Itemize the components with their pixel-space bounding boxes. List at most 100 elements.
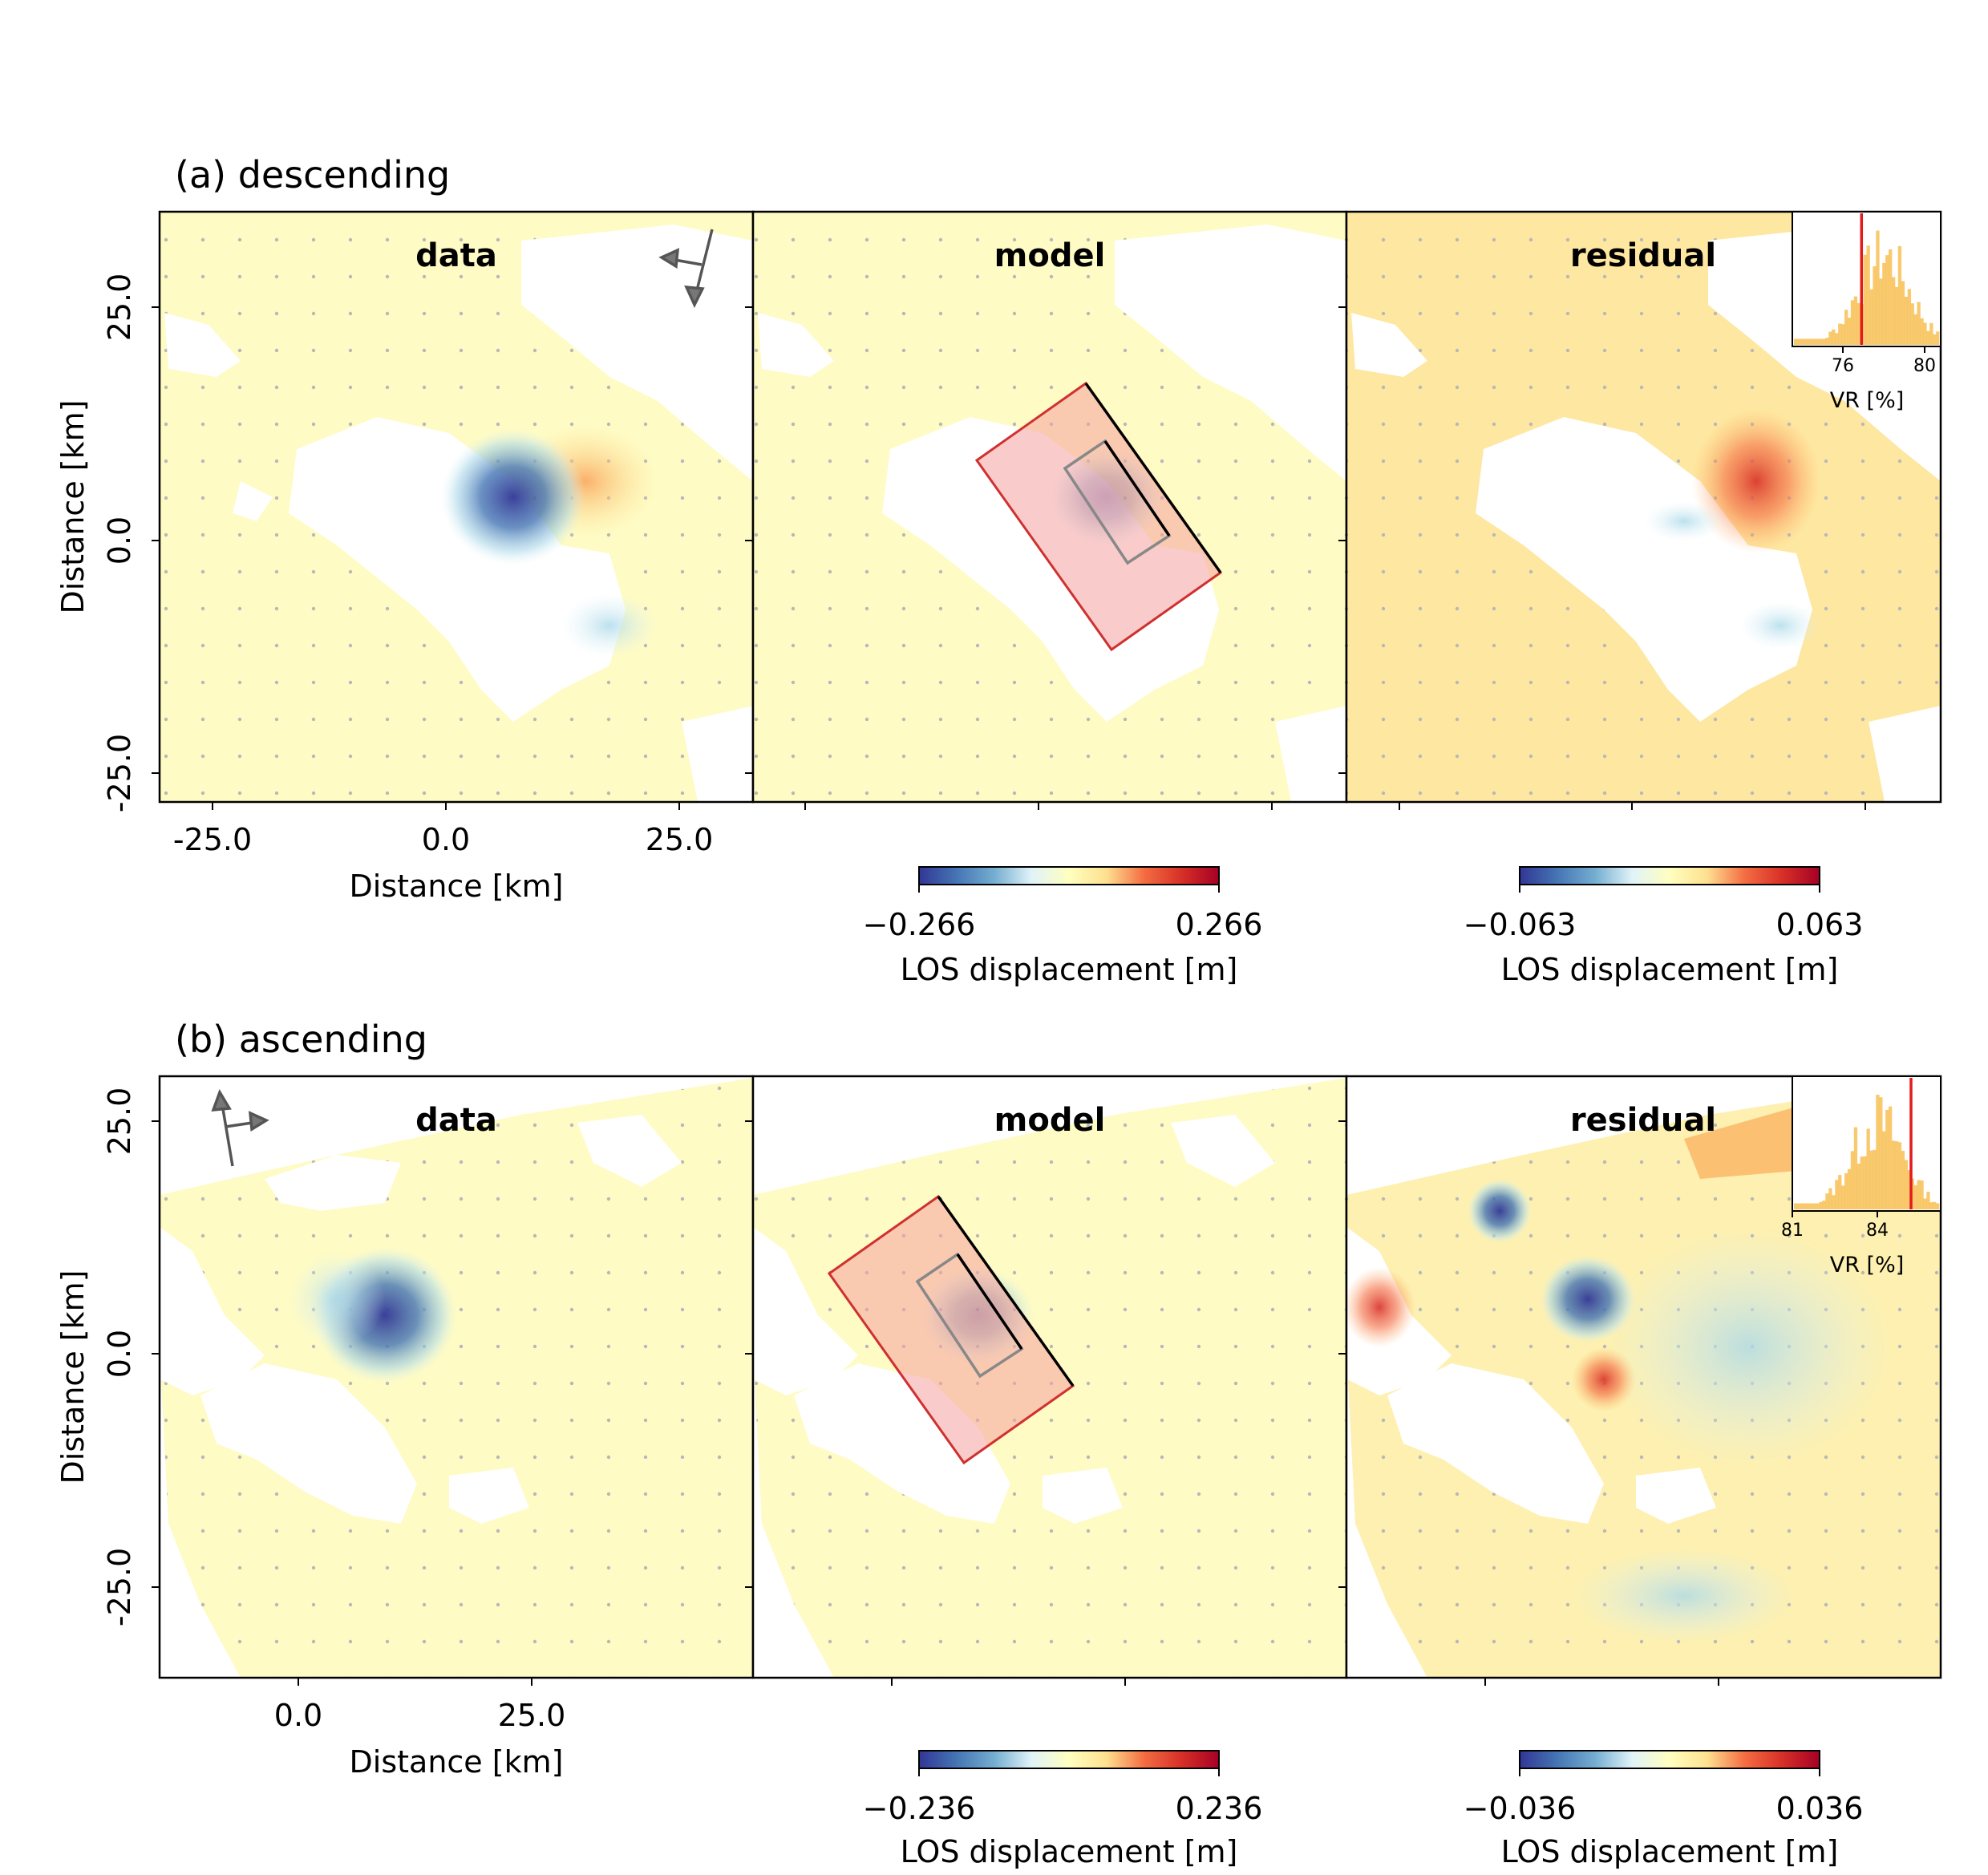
histogram-bar xyxy=(1835,1180,1839,1209)
colorbar-b-residual-label: LOS displacement [m] xyxy=(1501,1834,1839,1869)
xtick-a-2: 0.0 xyxy=(422,822,470,857)
fault-plane xyxy=(974,381,1223,652)
histogram-bar xyxy=(1889,249,1893,345)
histogram-bar xyxy=(1832,1195,1836,1209)
xlabel-b: Distance [km] xyxy=(350,1744,564,1780)
panel-b-data xyxy=(160,1076,753,1678)
inset-histogram-a: 76 80 VR [%] xyxy=(1792,211,1941,413)
histogram-bar xyxy=(1913,1185,1917,1209)
colorbar-a-residual-label: LOS displacement [m] xyxy=(1501,952,1839,987)
histogram-bar xyxy=(1850,1151,1855,1209)
inset-b-tick-label-1: 81 xyxy=(1781,1221,1804,1241)
histogram-bar xyxy=(1819,338,1823,345)
histogram-bar xyxy=(1889,1106,1893,1209)
histogram-bar xyxy=(1800,1203,1804,1209)
histogram-bar xyxy=(1926,1192,1930,1209)
ylabel-a: Distance [km] xyxy=(55,400,91,614)
xtick-b-2: 25.0 xyxy=(498,1698,566,1733)
look-direction-arrow-icon-b xyxy=(211,1088,269,1167)
histogram-bar xyxy=(1803,1203,1808,1209)
xtick-b-1: 0.0 xyxy=(274,1698,322,1733)
histogram-bar xyxy=(1794,338,1798,345)
histogram-bar xyxy=(1885,1109,1889,1209)
panel-a-data xyxy=(160,212,753,802)
histogram-bar xyxy=(1879,1097,1883,1209)
fault-plane-b xyxy=(827,1194,1075,1465)
inset-b-xlabel: VR [%] xyxy=(1830,1253,1905,1278)
histogram-bar xyxy=(1796,1203,1801,1209)
axes-b xyxy=(152,1120,1719,1686)
histogram-bar xyxy=(1897,245,1902,345)
histogram-bar xyxy=(1841,324,1845,345)
xlabel-a: Distance [km] xyxy=(350,869,564,904)
axes-a xyxy=(152,306,1866,810)
histogram-bar xyxy=(1816,1203,1820,1209)
histogram-bar xyxy=(1863,254,1867,345)
inset-b-tick-label-2: 84 xyxy=(1866,1221,1889,1241)
histogram-bar xyxy=(1850,300,1855,345)
histogram-bar xyxy=(1904,1160,1908,1209)
fault-patch xyxy=(1063,439,1172,565)
colorbar-b-residual-min: −0.036 xyxy=(1464,1791,1577,1826)
histogram-bar xyxy=(1923,1198,1927,1209)
histogram-bar xyxy=(1929,322,1933,345)
histogram-bar xyxy=(1936,1203,1940,1209)
histogram-bar xyxy=(1936,331,1940,345)
histogram-bar xyxy=(1825,338,1829,345)
histogram-bar xyxy=(1897,1142,1902,1209)
histogram-bar xyxy=(1892,277,1896,345)
ytick-a-2: 0.0 xyxy=(102,516,137,565)
panel-b-residual xyxy=(1346,1076,1941,1678)
colorbar-b-model: −0.236 0.236 LOS displacement [m] xyxy=(863,1750,1262,1869)
inset-a-tick-label-2: 80 xyxy=(1913,356,1936,376)
row-title-a: (a) descending xyxy=(175,153,450,196)
histogram-bars-a xyxy=(1794,230,1940,345)
colorbar-a-model-max: 0.266 xyxy=(1176,907,1263,942)
histogram-bar xyxy=(1809,338,1813,345)
inset-a-xlabel: VR [%] xyxy=(1830,388,1905,413)
histogram-bar xyxy=(1853,296,1858,345)
histogram-bar xyxy=(1847,318,1852,345)
histogram-bar xyxy=(1869,289,1873,345)
colorbar-a-model: −0.266 0.266 LOS displacement [m] xyxy=(863,866,1263,987)
ytick-a-1: 25.0 xyxy=(102,273,137,342)
histogram-bar xyxy=(1796,338,1801,345)
histogram-bar xyxy=(1838,1175,1842,1209)
histogram-bar xyxy=(1907,289,1911,345)
histogram-bar xyxy=(1910,303,1914,345)
histogram-bar xyxy=(1822,338,1826,345)
ylabel-b: Distance [km] xyxy=(55,1270,91,1484)
colorbar-a-model-label: LOS displacement [m] xyxy=(901,952,1238,987)
histogram-bar xyxy=(1828,1188,1832,1209)
histogram-bar xyxy=(1904,297,1908,345)
colorbar-a-model-min: −0.266 xyxy=(863,907,976,942)
fault-patch-b xyxy=(915,1252,1024,1379)
histogram-bar xyxy=(1869,1150,1873,1209)
histogram-bar xyxy=(1806,338,1810,345)
histogram-bar xyxy=(1882,1131,1886,1209)
xtick-a-1: -25.0 xyxy=(173,822,252,857)
histogram-bar xyxy=(1806,1203,1810,1209)
histogram-bar xyxy=(1819,1201,1823,1209)
histogram-bar xyxy=(1809,1203,1813,1209)
colorbar-b-residual-max: 0.036 xyxy=(1776,1791,1864,1826)
colorbar-b-model-label: LOS displacement [m] xyxy=(901,1834,1238,1869)
histogram-bar xyxy=(1892,1140,1896,1209)
histogram-bar xyxy=(1844,310,1848,345)
histogram-bar xyxy=(1894,1141,1899,1209)
colorbar-b-residual: −0.036 0.036 LOS displacement [m] xyxy=(1464,1750,1864,1869)
histogram-bar xyxy=(1794,1203,1798,1209)
histogram-bar xyxy=(1882,262,1886,345)
histogram-bar xyxy=(1907,1170,1911,1209)
histogram-bars-b xyxy=(1794,1095,1940,1209)
histogram-bar xyxy=(1876,1095,1880,1209)
look-direction-arrow-icon xyxy=(658,229,714,309)
histogram-bar xyxy=(1812,338,1816,345)
histogram-bar xyxy=(1844,1173,1848,1209)
xtick-a-3: 25.0 xyxy=(646,822,714,857)
histogram-bar xyxy=(1901,1151,1905,1209)
histogram-bar xyxy=(1800,338,1804,345)
colorbar-a-residual-min: −0.063 xyxy=(1464,907,1577,942)
ytick-a-3: -25.0 xyxy=(102,734,137,812)
histogram-bar xyxy=(1933,1201,1937,1209)
